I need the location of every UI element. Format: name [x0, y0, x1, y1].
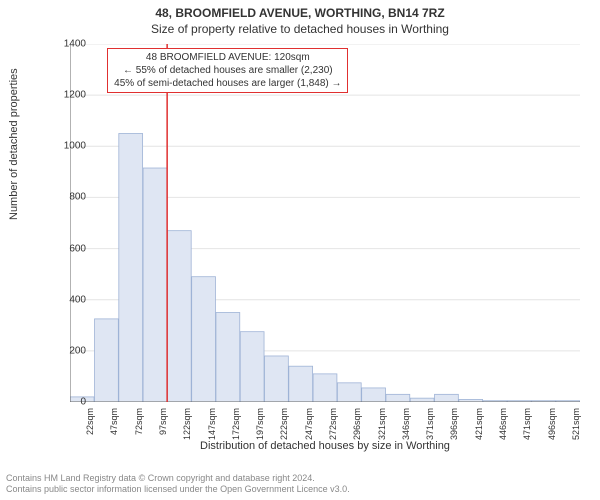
y-tick: 1400: [46, 39, 86, 50]
x-tick: 147sqm: [207, 408, 217, 440]
callout-line2: ← 55% of detached houses are smaller (2,…: [114, 64, 341, 77]
x-tick: 371sqm: [425, 408, 435, 440]
chart-container: 48, BROOMFIELD AVENUE, WORTHING, BN14 7R…: [0, 0, 600, 500]
y-tick: 1200: [46, 90, 86, 101]
bar: [167, 231, 191, 402]
x-axis-label: Distribution of detached houses by size …: [70, 440, 580, 452]
x-tick: 446sqm: [498, 408, 508, 440]
x-tick: 22sqm: [85, 408, 95, 435]
x-tick: 421sqm: [474, 408, 484, 440]
footer-line2: Contains public sector information licen…: [6, 484, 350, 496]
y-axis-label: Number of detached properties: [8, 68, 20, 220]
bar: [119, 134, 143, 403]
x-tick: 122sqm: [182, 408, 192, 440]
y-tick: 0: [46, 397, 86, 408]
title-block: 48, BROOMFIELD AVENUE, WORTHING, BN14 7R…: [0, 0, 600, 36]
title-main: 48, BROOMFIELD AVENUE, WORTHING, BN14 7R…: [0, 6, 600, 20]
x-tick: 247sqm: [304, 408, 314, 440]
x-tick: 521sqm: [571, 408, 581, 440]
x-tick: 272sqm: [328, 408, 338, 440]
y-tick: 600: [46, 243, 86, 254]
x-tick: 396sqm: [449, 408, 459, 440]
chart-area: 48 BROOMFIELD AVENUE: 120sqm ← 55% of de…: [70, 44, 580, 402]
bar: [362, 388, 386, 402]
y-tick: 200: [46, 345, 86, 356]
x-tick: 321sqm: [377, 408, 387, 440]
x-tick: 172sqm: [231, 408, 241, 440]
bar: [386, 394, 410, 402]
x-tick: 471sqm: [522, 408, 532, 440]
y-tick: 800: [46, 192, 86, 203]
x-tick: 346sqm: [401, 408, 411, 440]
footer: Contains HM Land Registry data © Crown c…: [6, 473, 350, 496]
x-tick: 222sqm: [279, 408, 289, 440]
bar: [216, 313, 240, 403]
x-tick: 97sqm: [158, 408, 168, 435]
bar: [265, 356, 289, 402]
x-tick: 496sqm: [547, 408, 557, 440]
bar: [313, 374, 337, 402]
bar: [143, 168, 167, 402]
title-sub: Size of property relative to detached ho…: [0, 22, 600, 36]
bar: [435, 394, 459, 402]
bar: [410, 398, 434, 402]
bar: [289, 366, 313, 402]
x-tick: 47sqm: [109, 408, 119, 435]
y-tick: 400: [46, 294, 86, 305]
footer-line1: Contains HM Land Registry data © Crown c…: [6, 473, 350, 485]
x-tick: 72sqm: [134, 408, 144, 435]
bar: [192, 277, 216, 402]
plot-svg: [70, 44, 580, 402]
callout-line1: 48 BROOMFIELD AVENUE: 120sqm: [114, 51, 341, 64]
bar: [95, 319, 119, 402]
bar: [337, 383, 361, 402]
bar: [240, 332, 264, 402]
callout-line3: 45% of semi-detached houses are larger (…: [114, 77, 341, 90]
x-tick: 296sqm: [352, 408, 362, 440]
y-tick: 1000: [46, 141, 86, 152]
callout-box: 48 BROOMFIELD AVENUE: 120sqm ← 55% of de…: [107, 48, 348, 93]
x-tick: 197sqm: [255, 408, 265, 440]
